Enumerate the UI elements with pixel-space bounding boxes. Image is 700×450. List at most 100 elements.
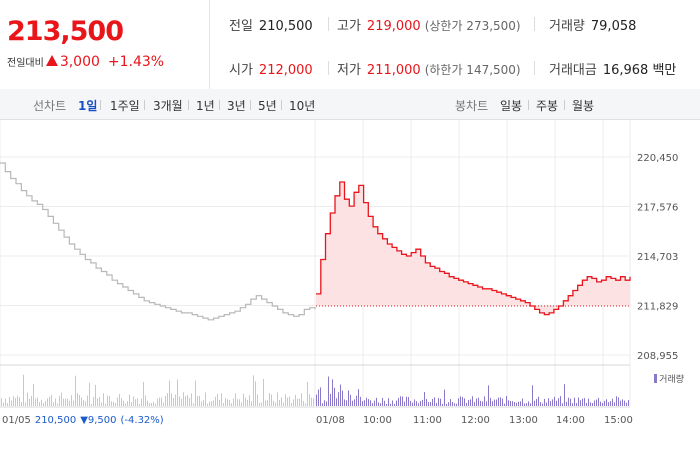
volume-bar — [221, 393, 222, 406]
volume-bar — [496, 399, 497, 406]
volume-bar — [87, 395, 88, 406]
volume-bar — [462, 396, 463, 406]
volume-bar — [69, 400, 70, 406]
volume-bar — [179, 396, 180, 406]
volume-bar — [283, 402, 284, 406]
volume-bar — [233, 398, 234, 406]
volume-bar — [502, 398, 503, 406]
candle-monthly[interactable]: 월봉 — [572, 99, 595, 113]
volume-bar — [13, 396, 14, 406]
volume-bar — [504, 403, 505, 406]
volume-bar — [486, 401, 487, 406]
volume-bar — [412, 402, 413, 406]
volume-bar — [101, 402, 102, 406]
volume-bar — [334, 387, 335, 406]
volume-bar — [183, 392, 184, 406]
volume-bar — [245, 397, 246, 406]
volume-bar — [572, 403, 573, 406]
volume-bar — [257, 394, 258, 406]
volume-bar — [11, 400, 12, 406]
volume-bar — [550, 401, 551, 406]
volume-bar — [428, 402, 429, 406]
volume-bar — [544, 398, 545, 406]
volume-bar — [265, 400, 266, 406]
volume-bar — [23, 374, 24, 406]
period-5year[interactable]: 5년 — [258, 99, 277, 113]
volume-bar — [480, 400, 481, 406]
volume-bar — [514, 402, 515, 406]
x-tick-label: 10:00 — [363, 415, 392, 426]
candle-weekly[interactable]: 주봉 — [536, 99, 559, 113]
candle-daily[interactable]: 일봉 — [500, 99, 523, 113]
volume-bar — [93, 396, 94, 406]
volume-bar — [311, 397, 312, 406]
volume-bar — [434, 397, 435, 406]
volume-bar — [352, 400, 353, 406]
volume-bar — [422, 399, 423, 406]
volume-bar — [564, 384, 565, 406]
volume-bar — [546, 402, 547, 406]
volume-bar — [328, 376, 329, 406]
volume-bar — [346, 400, 347, 406]
volume-bar — [117, 397, 118, 406]
divider — [144, 100, 145, 110]
volume-bar — [508, 400, 509, 406]
volume-bar — [484, 396, 485, 406]
volume-bar — [580, 400, 581, 406]
volume-bar — [109, 396, 110, 406]
volume-bar — [560, 396, 561, 406]
change-percent: +1.43% — [107, 54, 165, 70]
volume-bar — [426, 399, 427, 406]
volume-bar — [600, 401, 601, 406]
stat-prev-close: 전일 210,500 — [229, 19, 313, 34]
y-axis-labels: 220,450 217,576 214,703 211,829 208,955 — [637, 153, 678, 362]
volume-bar — [97, 398, 98, 406]
volume-bar — [548, 398, 549, 406]
volume-bar — [217, 394, 218, 406]
volume-bar — [115, 403, 116, 406]
volume-bar — [239, 399, 240, 406]
volume-bar — [604, 400, 605, 406]
volume-bar — [406, 396, 407, 406]
volume-bar — [71, 395, 72, 406]
volume-bar — [350, 394, 351, 406]
volume-bar — [151, 403, 152, 406]
period-1year[interactable]: 1년 — [196, 99, 215, 113]
volume-bar — [171, 393, 172, 406]
volume-bar — [538, 396, 539, 406]
volume-bar — [201, 401, 202, 406]
volume-bar — [530, 403, 531, 406]
volume-bar — [173, 398, 174, 406]
volume-bar — [255, 381, 256, 406]
volume-bar — [470, 399, 471, 406]
volume-bar — [287, 397, 288, 406]
price-chart[interactable]: 220,450 217,576 214,703 211,829 208,955 — [0, 120, 700, 415]
volume-bar — [380, 403, 381, 406]
volume-bar — [628, 399, 629, 406]
volume-bar — [141, 398, 142, 406]
up-triangle-icon — [45, 55, 58, 66]
volume-bar — [446, 403, 447, 406]
volume-bar — [386, 403, 387, 406]
volume-bar — [456, 403, 457, 406]
volume-bar — [402, 396, 403, 406]
period-10year[interactable]: 10년 — [289, 99, 316, 113]
volume-bar — [626, 402, 627, 406]
period-1week[interactable]: 1주일 — [110, 99, 140, 113]
volume-bar — [209, 401, 210, 406]
volume-bar — [338, 392, 339, 406]
volume-bar — [576, 403, 577, 406]
stat-open: 시가 212,000 — [229, 63, 313, 78]
period-3year[interactable]: 3년 — [227, 99, 246, 113]
volume-bar — [534, 400, 535, 406]
volume-bar — [123, 400, 124, 406]
period-1day[interactable]: 1일 — [78, 99, 98, 113]
volume-bar — [536, 398, 537, 406]
volume-bar — [111, 401, 112, 406]
volume-bar — [279, 399, 280, 406]
volume-bar — [556, 400, 557, 406]
period-3month[interactable]: 3개월 — [153, 99, 183, 113]
volume-bar — [358, 389, 359, 406]
volume-bar — [472, 396, 473, 406]
volume-bar — [253, 375, 254, 406]
